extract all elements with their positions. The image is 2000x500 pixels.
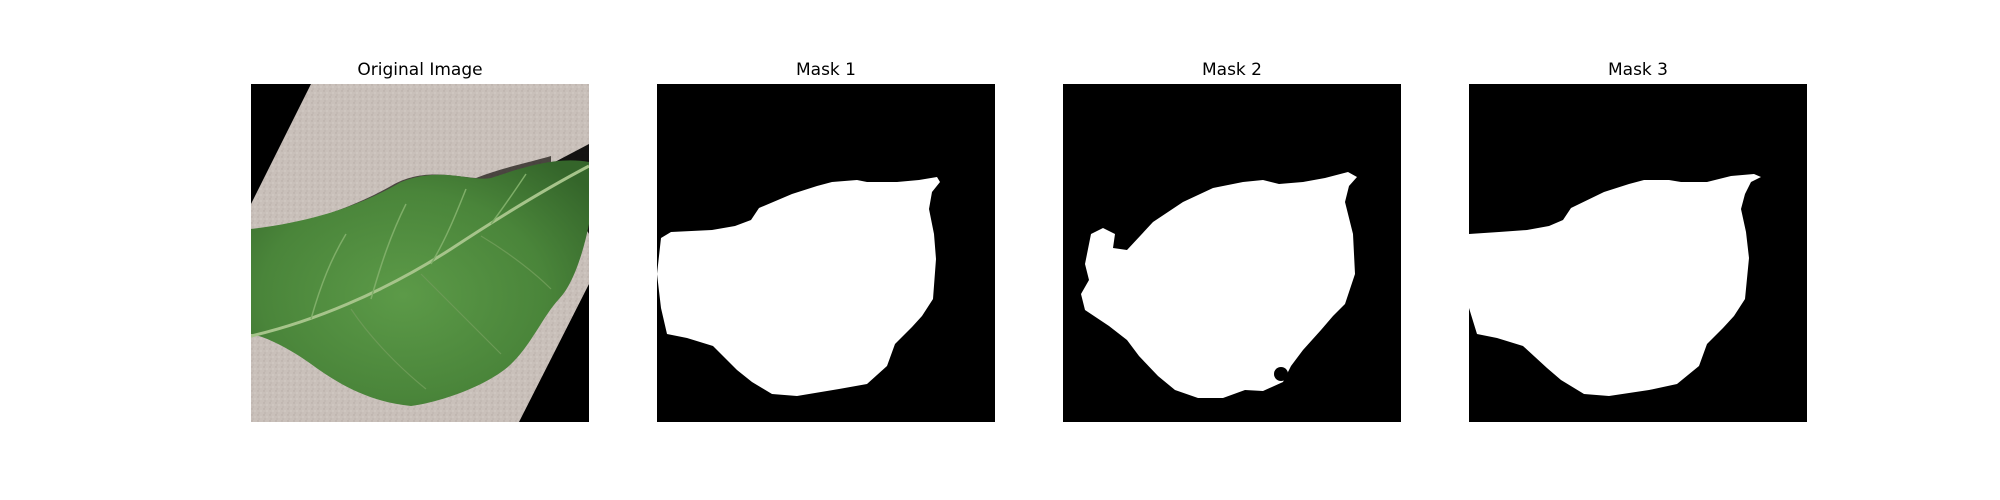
panel-mask-2: Mask 2 <box>1063 56 1401 422</box>
panel-mask-1: Mask 1 <box>657 56 995 422</box>
panel-title: Mask 3 <box>1607 60 1668 80</box>
mask-image <box>1469 84 1807 422</box>
mask-region <box>1469 174 1761 396</box>
mask-image <box>657 84 995 422</box>
mask-region <box>1081 172 1357 398</box>
panel-original-image: Original Image <box>251 56 589 422</box>
leaf-midrib <box>251 164 589 338</box>
mask-image <box>1063 84 1401 422</box>
panel-title: Mask 2 <box>1201 60 1262 80</box>
leaf <box>251 160 589 406</box>
panel-title: Original Image <box>357 60 483 80</box>
original-image <box>251 84 589 422</box>
panel-mask-3: Mask 3 <box>1469 56 1807 422</box>
mask-region <box>657 177 940 396</box>
panel-title: Mask 1 <box>795 60 856 80</box>
